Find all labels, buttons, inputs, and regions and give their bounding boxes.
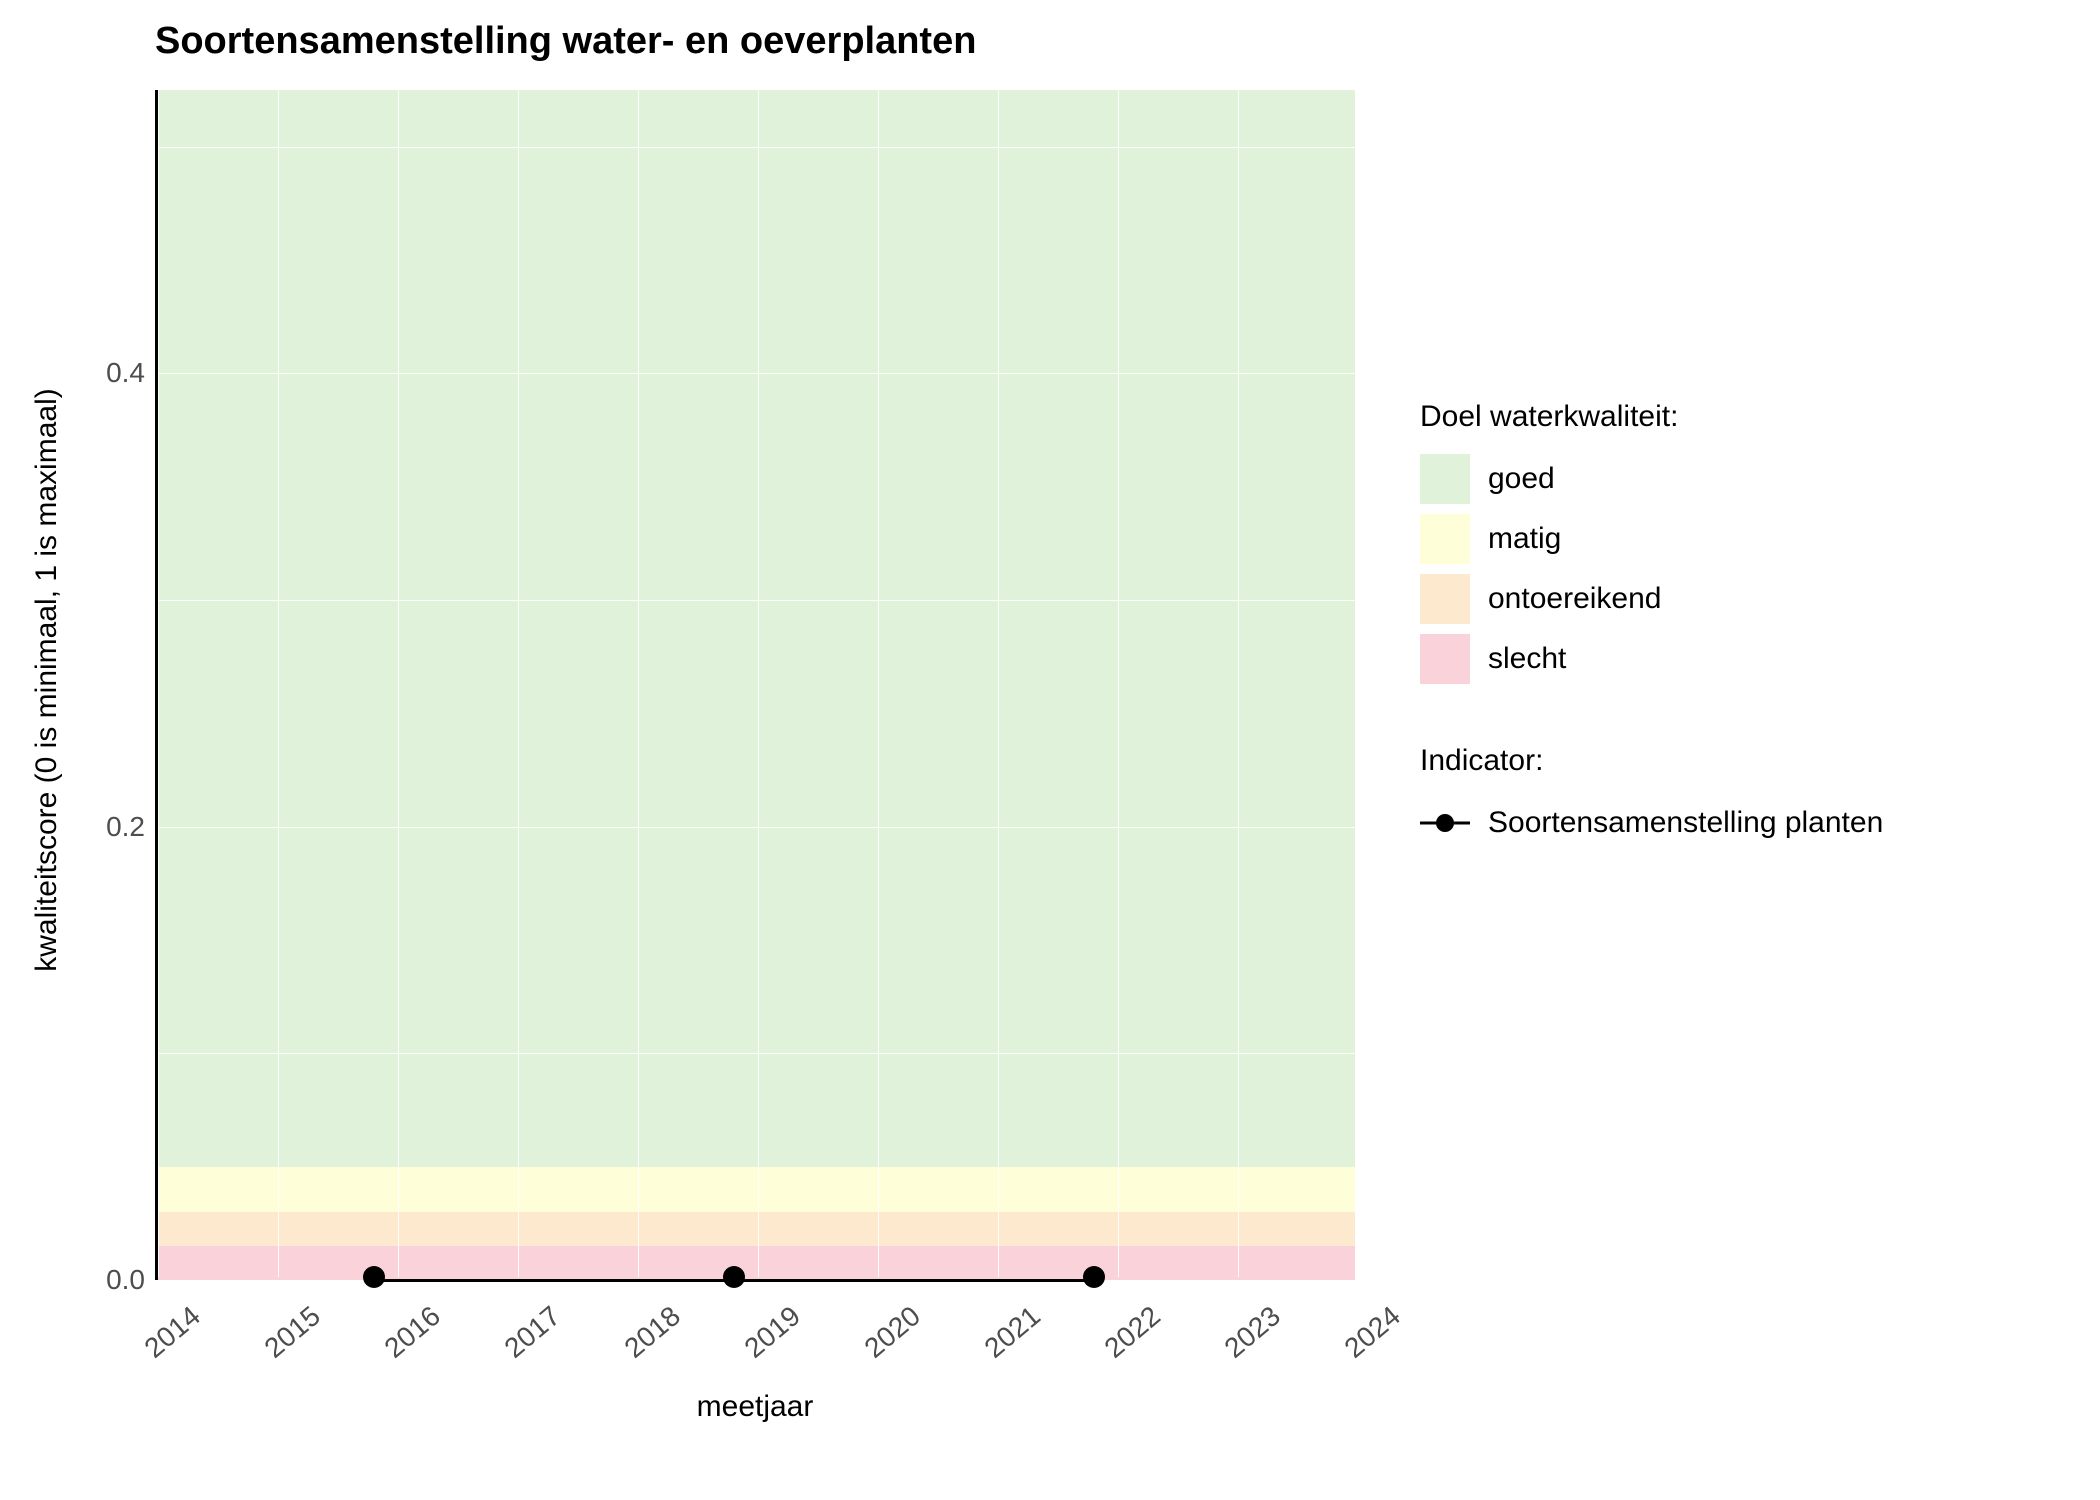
- y-tick-label: 0.2: [55, 811, 145, 843]
- legend-indicator-item: Soortensamenstelling planten: [1420, 798, 2060, 848]
- legend-swatch: [1420, 574, 1470, 624]
- gridline-v: [1358, 90, 1359, 1277]
- legend-item-label: ontoereikend: [1488, 582, 1661, 616]
- data-point: [723, 1266, 745, 1288]
- gridline-h: [158, 600, 1355, 601]
- legend-item-matig: matig: [1420, 514, 2060, 564]
- legend-band-items: goed matig ontoereikend slecht: [1420, 454, 2060, 684]
- gridline-v: [398, 90, 399, 1277]
- legend-marker: [1420, 798, 1470, 848]
- gridline-v: [878, 90, 879, 1277]
- plot-area: [155, 90, 1355, 1280]
- legend-indicator-label: Soortensamenstelling planten: [1488, 806, 1883, 840]
- band-goed: [158, 90, 1355, 1167]
- band-matig: [158, 1167, 1355, 1212]
- gridline-h: [158, 373, 1355, 374]
- data-point: [1083, 1266, 1105, 1288]
- gridline-v: [518, 90, 519, 1277]
- band-ontoereikend: [158, 1212, 1355, 1246]
- legend: Doel waterkwaliteit: goed matig ontoereike…: [1420, 400, 2060, 848]
- legend-marker-dot: [1436, 814, 1454, 832]
- gridline-v: [1238, 90, 1239, 1277]
- legend-item-label: slecht: [1488, 642, 1566, 676]
- gridline-h: [158, 1053, 1355, 1054]
- gridline-v: [158, 90, 159, 1277]
- legend-swatch: [1420, 454, 1470, 504]
- y-tick-label: 0.4: [55, 357, 145, 389]
- band-slecht: [158, 1246, 1355, 1280]
- series-line: [374, 1279, 734, 1282]
- legend-swatch: [1420, 634, 1470, 684]
- series-line: [734, 1279, 1094, 1282]
- legend-indicator-title: Indicator:: [1420, 744, 2060, 778]
- data-point: [363, 1266, 385, 1288]
- x-axis-title: meetjaar: [697, 1390, 814, 1424]
- chart-container: Soortensamenstelling water- en oeverplan…: [0, 0, 2100, 1500]
- legend-item-slecht: slecht: [1420, 634, 2060, 684]
- legend-item-ontoereikend: ontoereikend: [1420, 574, 2060, 624]
- gridline-v: [1118, 90, 1119, 1277]
- gridline-v: [278, 90, 279, 1277]
- chart-title: Soortensamenstelling water- en oeverplan…: [155, 20, 976, 63]
- legend-swatch: [1420, 514, 1470, 564]
- gridline-v: [758, 90, 759, 1277]
- gridline-h: [158, 827, 1355, 828]
- legend-bands-title: Doel waterkwaliteit:: [1420, 400, 2060, 434]
- y-axis-title: kwaliteitscore (0 is minimaal, 1 is maxi…: [30, 388, 64, 971]
- gridline-h: [158, 147, 1355, 148]
- y-tick-label: 0.0: [55, 1264, 145, 1296]
- legend-item-label: matig: [1488, 522, 1561, 556]
- gridline-v: [638, 90, 639, 1277]
- legend-item-goed: goed: [1420, 454, 2060, 504]
- gridline-v: [998, 90, 999, 1277]
- legend-item-label: goed: [1488, 462, 1555, 496]
